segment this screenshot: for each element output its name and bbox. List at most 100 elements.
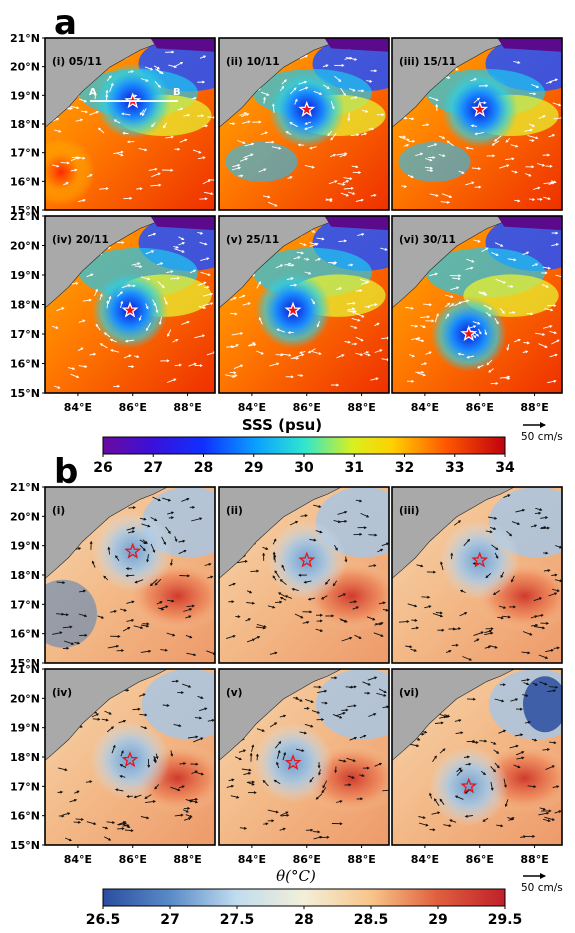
velocity-arrowhead	[492, 592, 496, 596]
velocity-vector	[515, 509, 525, 513]
velocity-vector	[281, 565, 286, 571]
velocity-arrowhead	[257, 636, 261, 639]
velocity-vector-field	[402, 220, 562, 385]
velocity-vector	[228, 583, 236, 587]
velocity-arrowhead	[336, 383, 340, 387]
velocity-arrowhead	[134, 580, 138, 584]
velocity-arrowhead	[280, 264, 284, 268]
velocity-vector	[542, 748, 550, 751]
velocity-vector	[202, 293, 213, 297]
velocity-arrowhead	[301, 749, 305, 752]
lat-tick-label: 20°N	[10, 240, 40, 253]
velocity-vector	[411, 627, 419, 630]
velocity-vector	[226, 346, 234, 348]
velocity-vector	[495, 278, 506, 284]
velocity-arrowhead	[209, 292, 214, 296]
velocity-arrowhead	[317, 765, 321, 769]
velocity-arrowhead	[59, 631, 63, 635]
velocity-arrowhead	[448, 650, 452, 653]
velocity-vector	[346, 302, 355, 305]
subplot-frame	[391, 668, 563, 846]
velocity-arrowhead	[325, 64, 329, 68]
velocity-arrowhead	[200, 696, 204, 699]
velocity-vector	[57, 767, 67, 771]
velocity-arrowhead	[349, 56, 353, 60]
velocity-arrowhead	[200, 737, 204, 741]
colorbar-tick-label: 29	[244, 460, 263, 476]
velocity-arrowhead	[544, 682, 548, 686]
velocity-arrowhead	[352, 301, 356, 305]
velocity-arrowhead	[342, 711, 346, 715]
velocity-vector	[235, 756, 242, 760]
velocity-arrowhead	[69, 625, 73, 629]
velocity-vector	[118, 720, 126, 724]
velocity-arrowhead	[244, 559, 248, 563]
velocity-vector	[243, 153, 253, 159]
velocity-arrowhead	[436, 313, 439, 317]
velocity-arrowhead	[367, 353, 371, 357]
velocity-vector	[407, 603, 417, 607]
velocity-vector	[206, 650, 215, 655]
colorbar-tick-label: 27.5	[220, 912, 255, 928]
velocity-vector	[104, 710, 112, 715]
velocity-arrowhead	[380, 621, 384, 625]
velocity-vector	[238, 749, 246, 753]
velocity-arrowhead	[121, 241, 125, 244]
velocity-vector	[505, 158, 514, 161]
velocity-arrowhead	[146, 622, 150, 626]
velocity-vector	[435, 612, 443, 614]
velocity-vector	[276, 762, 280, 769]
velocity-vector	[485, 530, 492, 533]
velocity-arrowhead	[506, 347, 510, 351]
subplot-label: (iv) 20/11	[52, 234, 109, 246]
velocity-vector	[411, 337, 420, 341]
velocity-arrowhead	[526, 678, 530, 682]
velocity-arrowhead	[354, 342, 358, 346]
velocity-arrowhead	[539, 197, 543, 201]
velocity-arrowhead	[319, 530, 323, 534]
velocity-vector	[526, 313, 533, 315]
velocity-vector	[276, 750, 281, 759]
velocity-vector	[191, 770, 198, 775]
velocity-arrowhead	[545, 516, 549, 520]
velocity-arrowhead	[174, 538, 178, 542]
velocity-arrowhead	[367, 305, 371, 309]
velocity-vector	[174, 814, 183, 817]
velocity-vector	[272, 104, 275, 113]
velocity-arrowhead	[374, 533, 378, 537]
velocity-arrowhead	[200, 231, 204, 235]
velocity-vector	[207, 719, 214, 722]
subplot-label: (ii)	[226, 505, 243, 517]
velocity-arrowhead	[159, 601, 163, 604]
velocity-vector	[381, 358, 389, 361]
velocity-arrowhead	[554, 78, 558, 82]
velocity-arrowhead	[381, 113, 385, 117]
velocity-arrowhead	[356, 606, 360, 609]
velocity-arrowhead	[496, 765, 500, 769]
velocity-arrowhead	[304, 127, 308, 130]
velocity-vector	[494, 762, 500, 768]
velocity-vector	[339, 154, 347, 158]
velocity-arrowhead	[62, 581, 66, 585]
velocity-vector	[289, 122, 298, 128]
colorbar-tick-label: 30	[294, 460, 314, 476]
velocity-arrowhead	[475, 741, 479, 744]
velocity-vector	[139, 539, 147, 544]
lat-tick-label: 20°N	[10, 61, 40, 74]
panel-b: (i) (ii) (iii)(iv) (v) (vi)21°N20°N19°N18°N1…	[10, 481, 563, 866]
subplot-5: (v)	[218, 668, 390, 846]
velocity-vector	[286, 277, 294, 280]
velocity-vector	[286, 131, 292, 135]
colorbar-tick-label: 33	[445, 460, 464, 476]
velocity-arrowhead	[319, 629, 324, 632]
velocity-arrowhead	[511, 579, 514, 583]
velocity-vector	[325, 578, 331, 585]
velocity-vector	[98, 127, 105, 134]
velocity-arrowhead	[232, 122, 236, 126]
velocity-arrowhead	[473, 335, 477, 339]
velocity-arrowhead	[274, 203, 278, 207]
subplot-label: (i) 05/11	[52, 56, 102, 68]
velocity-vector	[167, 511, 174, 515]
velocity-vector	[62, 812, 70, 816]
vector-scale-key: 50 cm/s	[521, 422, 563, 443]
